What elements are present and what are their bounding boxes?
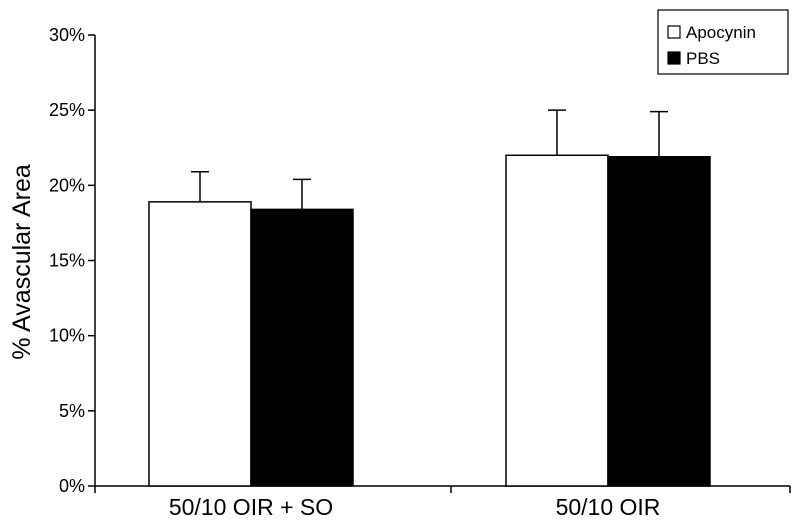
y-tick-label: 25%	[49, 100, 85, 120]
category-label: 50/10 OIR	[556, 494, 661, 520]
bar-pbs-0	[250, 208, 354, 487]
legend-label-pbs: PBS	[686, 49, 720, 68]
y-tick-label: 5%	[59, 401, 85, 421]
y-tick-label: 10%	[49, 326, 85, 346]
legend-label-apocynin: Apocynin	[686, 23, 756, 42]
y-tick-label: 30%	[49, 25, 85, 45]
y-axis-title: % Avascular Area	[8, 164, 36, 360]
bar-apocynin-0	[148, 201, 252, 487]
legend-swatch-pbs	[667, 51, 681, 65]
category-label: 50/10 OIR + SO	[169, 494, 333, 520]
bar-pbs-1	[607, 156, 711, 487]
bar-apocynin-1	[505, 154, 609, 487]
legend-swatch-apocynin	[667, 25, 681, 39]
y-tick-label: 0%	[59, 476, 85, 496]
y-tick-label: 20%	[49, 175, 85, 195]
category-labels: 50/10 OIR + SO 50/10 OIR	[94, 486, 791, 520]
y-tick-label: 15%	[49, 251, 85, 271]
y-ticks: 0% 5% 10% 15% 20% 25% 30%	[49, 25, 95, 496]
bars	[148, 109, 711, 487]
legend: Apocynin PBS	[657, 9, 789, 75]
